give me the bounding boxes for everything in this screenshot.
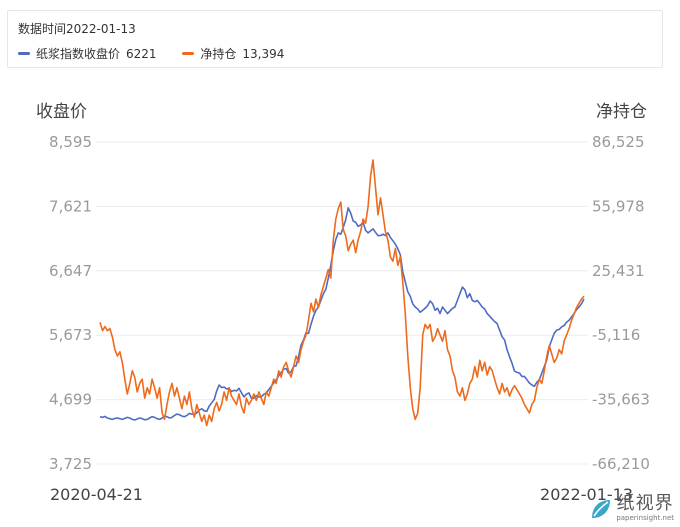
watermark-title: 纸视界	[616, 493, 674, 514]
right-tick-label: -66,210	[592, 455, 650, 473]
legend-item-net-position[interactable]: 净持仓 13,394	[182, 45, 284, 62]
grid-lines	[96, 141, 588, 465]
x-start-label: 2020-04-21	[50, 485, 143, 504]
right-tick-label: 25,431	[592, 262, 645, 280]
right-tick-label: 86,525	[592, 133, 645, 151]
left-tick-label: 5,673	[49, 326, 92, 344]
x-end-label: 2022-01-13	[540, 485, 633, 504]
data-date: 数据时间2022-01-13	[18, 22, 136, 36]
legend-label-net-position: 净持仓	[200, 47, 237, 61]
legend-item-close-price[interactable]: 纸浆指数收盘价 6221	[18, 45, 157, 62]
legend-value-close-price: 6221	[126, 46, 157, 61]
legend-value-net-position: 13,394	[242, 46, 285, 61]
watermark-url: paperinsight.net	[616, 514, 674, 522]
right-axis-title: 净持仓	[596, 102, 647, 122]
legend-panel: 数据时间2022-01-13 纸浆指数收盘价 6221 净持仓 13,394	[7, 10, 663, 68]
left-axis-title: 收盘价	[36, 102, 87, 122]
left-axis-ticks: 8,595 7,621 6,647 5,673 4,699 3,725	[49, 133, 92, 473]
legend-label-close-price: 纸浆指数收盘价	[36, 47, 121, 61]
left-tick-label: 3,725	[49, 455, 92, 473]
net-position-line	[99, 159, 585, 427]
legend-row: 纸浆指数收盘价 6221 净持仓 13,394	[18, 44, 306, 62]
series-lines	[99, 159, 585, 427]
legend-swatch-close-price	[18, 52, 30, 55]
legend-swatch-net-position	[182, 52, 195, 55]
left-tick-label: 6,647	[49, 262, 92, 280]
left-tick-label: 4,699	[49, 391, 92, 409]
left-tick-label: 8,595	[49, 133, 92, 151]
right-tick-label: -5,116	[592, 326, 640, 344]
watermark: 纸视界 paperinsight.net	[589, 494, 674, 523]
close-price-line	[99, 207, 585, 421]
leaf-logo-icon	[592, 499, 611, 518]
right-tick-label: -35,663	[592, 391, 650, 409]
right-axis-ticks: 86,525 55,978 25,431 -5,116 -35,663 -66,210	[592, 133, 650, 473]
left-tick-label: 7,621	[49, 197, 92, 215]
right-tick-label: 55,978	[592, 197, 645, 215]
